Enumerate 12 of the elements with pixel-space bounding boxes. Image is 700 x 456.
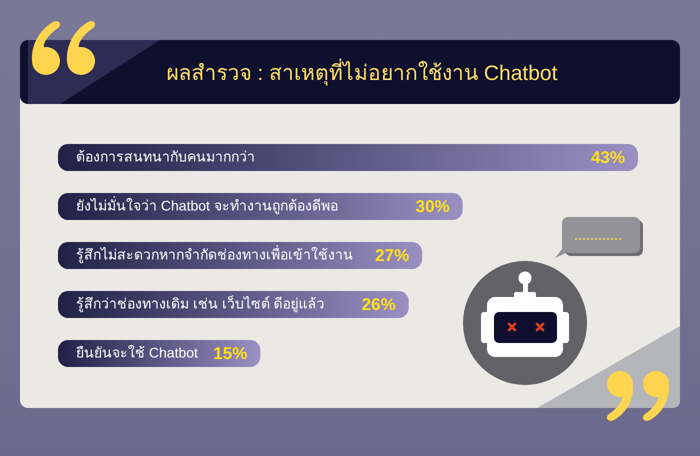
y-tick-label: ต้องการสนทนากับคนมากกว่า <box>76 148 255 164</box>
data-label: 26% <box>362 295 396 314</box>
y-tick-label: รู้สึกไม่สะดวกหากจำกัดช่องทางเพื่อเข้าใช้งาน <box>76 245 353 264</box>
chart-title: ผลสำรวจ : สาเหตุที่ไม่อยากใช้งาน Chatbot <box>20 40 680 104</box>
bar <box>58 144 638 171</box>
data-label: 15% <box>213 344 248 364</box>
data-label: 30% <box>416 197 450 216</box>
data-label: 43% <box>590 148 625 168</box>
data-label: 27% <box>375 246 410 266</box>
y-tick-label: ยังไม่มั่นใจว่า Chatbot จะทำงานถูกต้องดีพอ <box>76 196 338 214</box>
y-tick-label: ยืนยันจะใช้ Chatbot <box>76 344 198 360</box>
y-tick-label: รู้สึกว่าช่องทางเดิม เช่น เว็บไซต์ ดีอยู่แล้ว <box>76 294 325 312</box>
